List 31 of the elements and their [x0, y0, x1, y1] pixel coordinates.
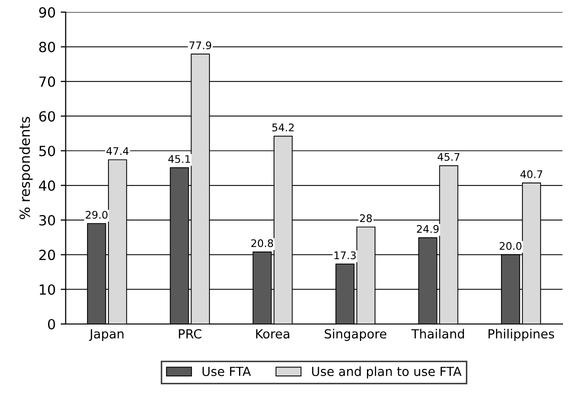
- data-label: 29.0: [86, 210, 108, 219]
- data-label: 45.7: [438, 153, 460, 161]
- x-tick-label: Thailand: [411, 328, 464, 339]
- x-tick-label: Singapore: [324, 328, 386, 341]
- y-tick-label: 50: [39, 146, 56, 156]
- data-label: 77.9: [190, 41, 212, 50]
- y-tick-label: 20: [39, 250, 56, 260]
- y-tick-label: 80: [39, 42, 56, 52]
- y-tick-label: 70: [39, 76, 56, 87]
- data-label: 28: [360, 214, 372, 222]
- y-tick-label: 10: [40, 284, 56, 295]
- data-label: 45.1: [168, 155, 190, 163]
- y-tick-label: 0: [48, 318, 56, 330]
- data-label: 40.7: [520, 170, 542, 178]
- x-tick-label: Philippines: [488, 328, 554, 341]
- legend-label: Use and plan to use FTA: [312, 366, 462, 379]
- data-label: 20.8: [251, 239, 274, 248]
- data-label: 54.2: [272, 124, 294, 132]
- data-label: 47.4: [106, 147, 129, 155]
- y-tick-label: 60: [39, 111, 56, 122]
- legend-label: Use FTA: [202, 366, 251, 376]
- data-label: 17.3: [334, 251, 356, 260]
- y-tick-label: 30: [39, 215, 56, 226]
- x-tick-label: Japan: [88, 329, 124, 341]
- y-tick-label: 90: [39, 7, 56, 18]
- y-axis-title: % respondents: [19, 116, 33, 220]
- data-label: 24.9: [416, 225, 439, 233]
- data-label: 20.0: [500, 242, 522, 250]
- y-tick-label: 40: [38, 180, 56, 191]
- x-tick-label: PRC: [178, 329, 202, 339]
- x-tick-label: Korea: [256, 329, 290, 339]
